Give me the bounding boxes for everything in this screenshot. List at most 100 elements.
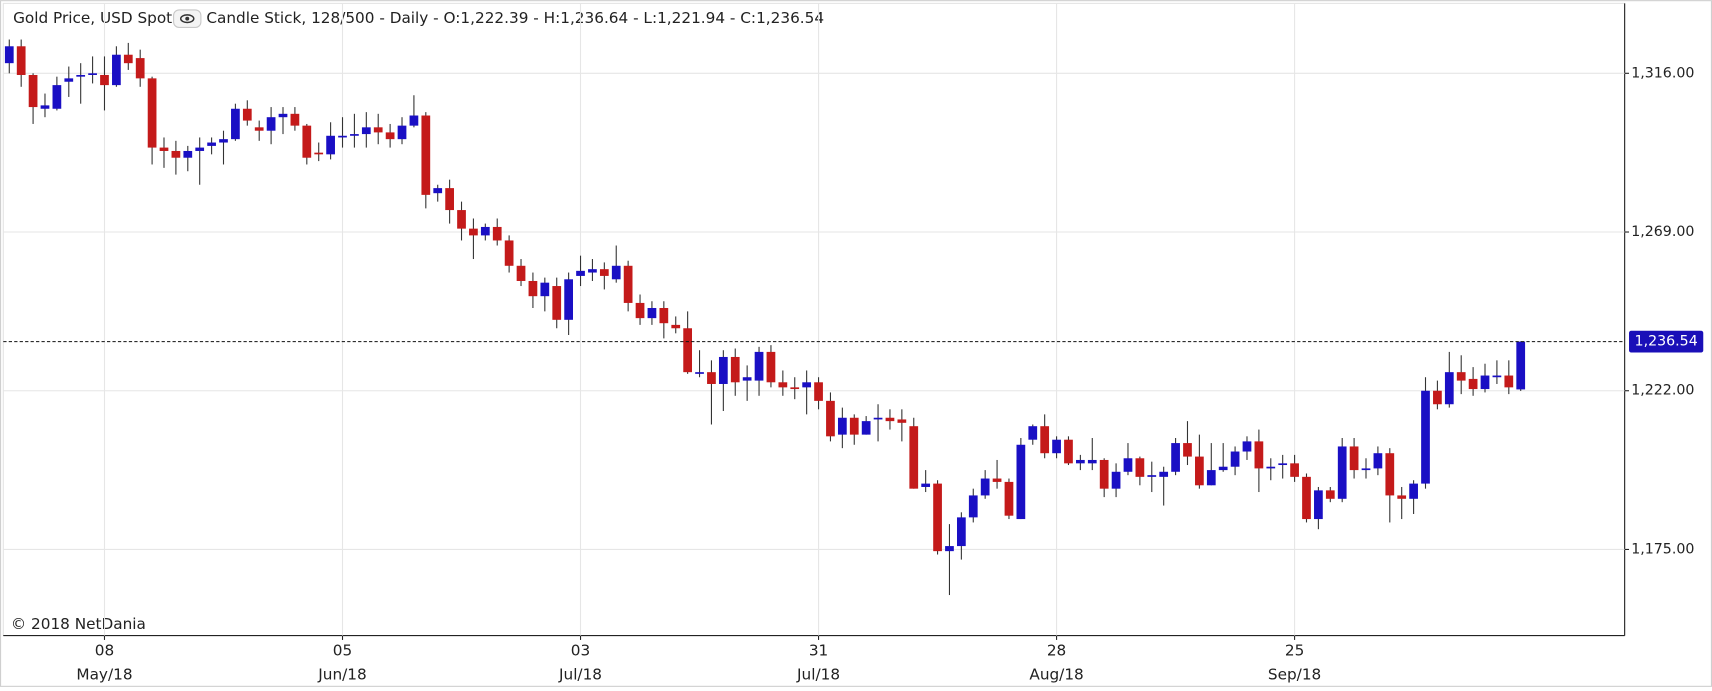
candle-body <box>956 517 966 547</box>
candle-body <box>457 210 466 229</box>
candle-body <box>1206 470 1216 486</box>
candle-body <box>707 372 716 384</box>
candle-body <box>40 105 50 109</box>
candle-body <box>361 127 371 135</box>
chart-subtitle: Candle Stick, 128/500 - Daily - O:1,222.… <box>206 9 824 27</box>
candle-body <box>528 280 538 297</box>
candle-body <box>1349 446 1359 471</box>
candle-body <box>1409 483 1418 499</box>
candle-body <box>968 495 978 518</box>
candle-body <box>52 85 62 109</box>
candle-body <box>373 127 383 133</box>
candles <box>4 39 1526 596</box>
candle-body <box>647 307 657 319</box>
candle-body <box>1266 466 1276 469</box>
candle-body <box>611 265 621 280</box>
candle-body <box>980 478 990 496</box>
visibility-toggle[interactable] <box>173 9 202 28</box>
candle-body <box>1468 378 1478 390</box>
candle-body <box>623 265 633 303</box>
candle-body <box>254 127 264 131</box>
candle-body <box>159 147 169 151</box>
candle-body <box>147 78 157 148</box>
candle-body <box>921 483 931 487</box>
candle-body <box>837 417 847 435</box>
candle-body <box>933 483 942 552</box>
candle-body <box>1171 443 1180 472</box>
candle-body <box>516 265 526 281</box>
candle-body <box>814 382 823 401</box>
candle-body <box>1016 444 1026 520</box>
y-tick-label: 1,175.00 <box>1631 541 1694 557</box>
candle-body <box>671 324 681 329</box>
candle-body <box>1230 451 1240 467</box>
x-tick-label: 08 <box>95 641 114 659</box>
candle-body <box>1111 471 1121 489</box>
y-tick-label: 1,269.00 <box>1631 224 1694 240</box>
candle-body <box>564 279 573 320</box>
candle-body <box>1314 490 1323 520</box>
eye-icon <box>179 14 195 24</box>
candle-body <box>242 108 252 121</box>
candle-body <box>504 240 514 266</box>
candle-body <box>1456 372 1466 381</box>
x-tick-month: Jul/18 <box>558 665 602 683</box>
copyright: © 2018 NetDania <box>11 615 146 633</box>
candle-body <box>992 478 1002 482</box>
candle-body <box>219 139 228 143</box>
candle-body <box>1028 426 1038 440</box>
candle-body <box>314 152 324 155</box>
candle-body <box>599 269 609 276</box>
candle-body <box>171 150 181 158</box>
candle-body <box>1123 458 1133 472</box>
x-tick-label: 25 <box>1285 641 1304 659</box>
candle-body <box>1076 459 1085 464</box>
candle-body <box>659 307 669 324</box>
candle-body <box>1135 458 1145 477</box>
candle-body <box>4 46 14 64</box>
x-tick-label: 31 <box>809 641 828 659</box>
candle-body <box>112 54 121 86</box>
candle-body <box>385 132 395 140</box>
candle-body <box>576 270 585 276</box>
candle-body <box>849 417 859 435</box>
candle-body <box>1183 443 1192 457</box>
candle-body <box>492 226 502 241</box>
x-tick-label: 03 <box>571 641 590 659</box>
candle-body <box>861 421 871 435</box>
candle-body <box>302 125 312 158</box>
y-tick-label: 1,316.00 <box>1631 65 1694 81</box>
candle-body <box>540 282 550 297</box>
candle-body <box>123 54 133 64</box>
candle-body <box>754 351 764 381</box>
candle-body <box>802 382 812 388</box>
candle-body <box>1254 441 1264 469</box>
candle-body <box>1373 453 1383 469</box>
candle-body <box>1052 439 1061 454</box>
candle-body <box>445 188 454 211</box>
candle-body <box>1397 495 1407 499</box>
candle-body <box>552 286 562 320</box>
candle-body <box>183 150 193 158</box>
x-tick-month: Jun/18 <box>317 665 366 683</box>
eye-pupil <box>185 16 190 21</box>
candle-body <box>64 78 74 82</box>
candle-body <box>338 135 347 138</box>
candle-body <box>1004 481 1014 516</box>
y-tick-label: 1,222.00 <box>1631 383 1694 399</box>
candle-body <box>350 134 359 136</box>
candle-body <box>778 382 788 388</box>
candle-body <box>826 400 835 437</box>
last-price-label: 1,236.54 <box>1635 334 1698 350</box>
candle-body <box>433 188 443 194</box>
candle-body <box>207 142 216 146</box>
candle-body <box>469 228 478 236</box>
candle-body <box>1290 463 1299 477</box>
candle-body <box>231 108 240 140</box>
candle-body <box>480 226 490 236</box>
last-price-box <box>1629 330 1704 353</box>
candle-body <box>135 58 145 79</box>
candle-body <box>28 74 38 108</box>
